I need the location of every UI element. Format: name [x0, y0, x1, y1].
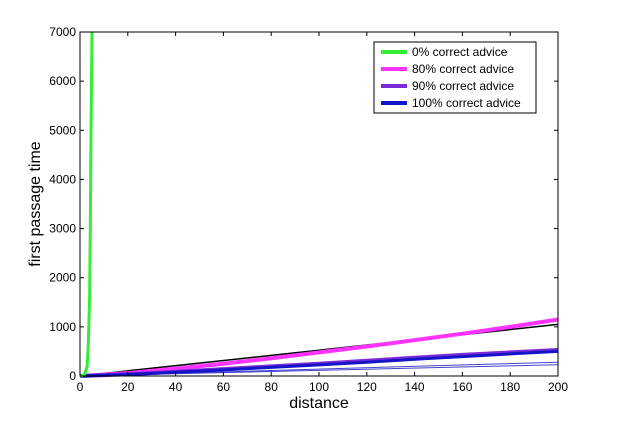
series-line-100-correct-advice	[79, 349, 559, 378]
y-tick-label: 3000	[49, 222, 76, 236]
y-axis-ticks: 0 1000 2000 3000 4000 5000 6000 7000	[49, 25, 558, 383]
x-tick-label: 40	[169, 380, 183, 394]
series-line-80-correct-advice	[79, 317, 559, 378]
x-axis-label: distance	[289, 395, 349, 412]
x-tick-label: 60	[217, 380, 231, 394]
y-tick-label: 4000	[49, 172, 76, 186]
x-axis-ticks: 0 20 40 60 80 100 120 140 160 180 200	[77, 32, 568, 394]
x-tick-label: 0	[77, 380, 84, 394]
y-tick-label: 2000	[49, 271, 76, 285]
series-line-0-correct-advice	[79, 31, 94, 378]
y-tick-label: 6000	[49, 74, 76, 88]
y-tick-label: 1000	[49, 320, 76, 334]
legend: 0% correct advice 80% correct advice 90% c…	[373, 41, 537, 114]
legend-label-0-correct-advice: 0% correct advice	[412, 45, 508, 59]
x-tick-label: 200	[548, 380, 568, 394]
x-tick-label: 100	[309, 380, 329, 394]
y-axis-label: first passage time	[27, 141, 44, 266]
y-tick-label: 7000	[49, 25, 76, 39]
x-tick-label: 120	[357, 380, 377, 394]
x-tick-label: 180	[500, 380, 520, 394]
legend-label-90-correct-advice: 90% correct advice	[412, 79, 514, 93]
legend-label-80-correct-advice: 80% correct advice	[412, 62, 514, 76]
legend-label-100-correct-advice: 100% correct advice	[412, 96, 521, 110]
x-tick-label: 20	[121, 380, 135, 394]
series-lines	[79, 31, 559, 378]
y-tick-label: 5000	[49, 123, 76, 137]
y-tick-label: 0	[69, 369, 76, 383]
x-tick-label: 140	[405, 380, 425, 394]
x-tick-label: 80	[265, 380, 279, 394]
x-tick-label: 160	[452, 380, 472, 394]
